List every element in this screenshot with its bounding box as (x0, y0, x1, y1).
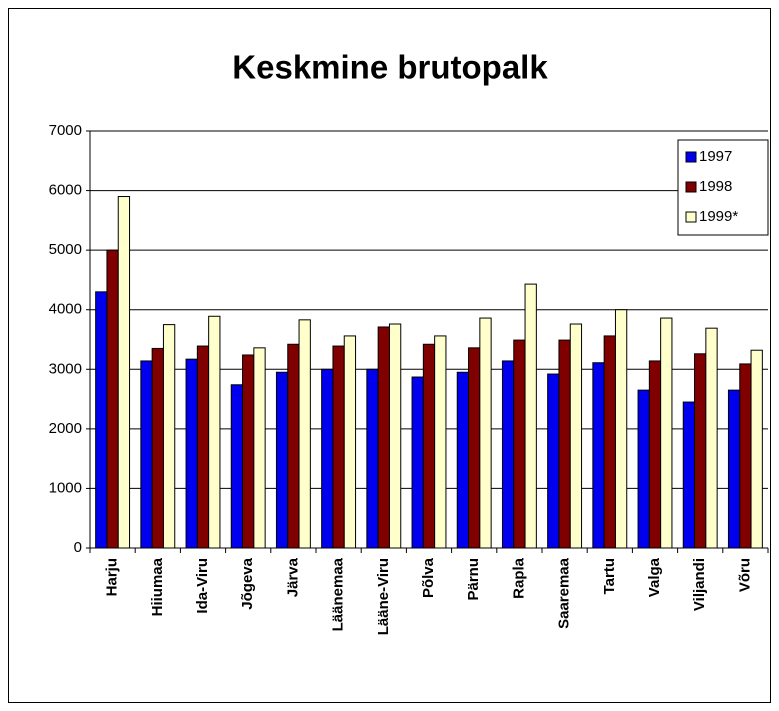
legend-swatch (685, 181, 697, 193)
bar (377, 326, 390, 549)
legend-label: 1998 (699, 178, 732, 195)
x-tick-label: Võru (736, 558, 753, 592)
bar (422, 343, 436, 549)
bar (558, 339, 571, 549)
x-tick-label: Pärnu (465, 558, 482, 601)
bar (253, 347, 266, 549)
bar (468, 347, 481, 549)
bar (682, 401, 696, 549)
bar (727, 389, 741, 549)
bar (321, 368, 334, 549)
bar (694, 353, 707, 549)
bar (275, 371, 289, 549)
legend-swatch (685, 151, 697, 163)
x-tick-label: Saaremaa (556, 557, 573, 629)
x-tick-label: Hiiumaa (149, 557, 166, 616)
bar (603, 335, 616, 549)
bar (287, 343, 300, 549)
y-tick-label: 3000 (49, 360, 82, 377)
bar (298, 319, 311, 549)
chart-title: Keskmine brutopalk (232, 49, 548, 86)
x-tick-label: Viljandi (691, 558, 708, 611)
x-tick-label: Valga (646, 557, 663, 597)
x-tick-label: Läänemaa (330, 557, 347, 631)
legend-label: 1997 (699, 148, 732, 165)
bar (151, 347, 164, 549)
bar (185, 358, 198, 549)
bar (614, 309, 628, 549)
x-tick-label: Ida-Viru (194, 558, 211, 614)
bar (739, 363, 752, 549)
x-tick-label: Põlva (420, 557, 437, 598)
y-tick-label: 1000 (49, 479, 82, 496)
y-tick-label: 2000 (49, 420, 82, 437)
y-tick-label: 0 (74, 539, 82, 556)
bar (479, 317, 492, 549)
bar (411, 376, 424, 549)
bar (366, 368, 379, 549)
bar (637, 389, 650, 549)
legend-swatch (685, 211, 697, 223)
bar (569, 323, 583, 549)
y-tick-label: 5000 (49, 241, 82, 258)
x-tick-label: Harju (104, 558, 121, 596)
bar (660, 317, 673, 549)
bar (388, 323, 402, 549)
x-tick-label: Järva (284, 557, 301, 597)
bar (648, 360, 662, 549)
bar (106, 249, 119, 549)
x-tick-label: Tartu (601, 558, 618, 594)
y-tick-label: 6000 (49, 182, 82, 199)
x-tick-label: Jõgeva (239, 557, 256, 609)
bar (705, 327, 718, 549)
bar (332, 345, 345, 549)
bar (513, 339, 526, 549)
bar (434, 335, 447, 549)
bar (456, 371, 470, 549)
bar (117, 196, 131, 549)
bar (524, 283, 537, 549)
bar (242, 354, 255, 549)
bar (750, 349, 763, 549)
bar (208, 315, 221, 549)
bar (230, 384, 244, 549)
x-tick-label: Rapla (510, 557, 527, 599)
bar (592, 362, 605, 549)
x-tick-label: Lääne-Viru (375, 558, 392, 635)
y-tick-label: 4000 (49, 301, 82, 318)
legend-label: 1999* (699, 208, 738, 225)
bar (140, 360, 153, 549)
bar (501, 360, 515, 549)
y-tick-label: 7000 (49, 122, 82, 139)
bar (547, 373, 560, 549)
bar (95, 291, 108, 549)
bar (343, 335, 357, 549)
bar (196, 345, 210, 549)
bar (162, 324, 176, 549)
